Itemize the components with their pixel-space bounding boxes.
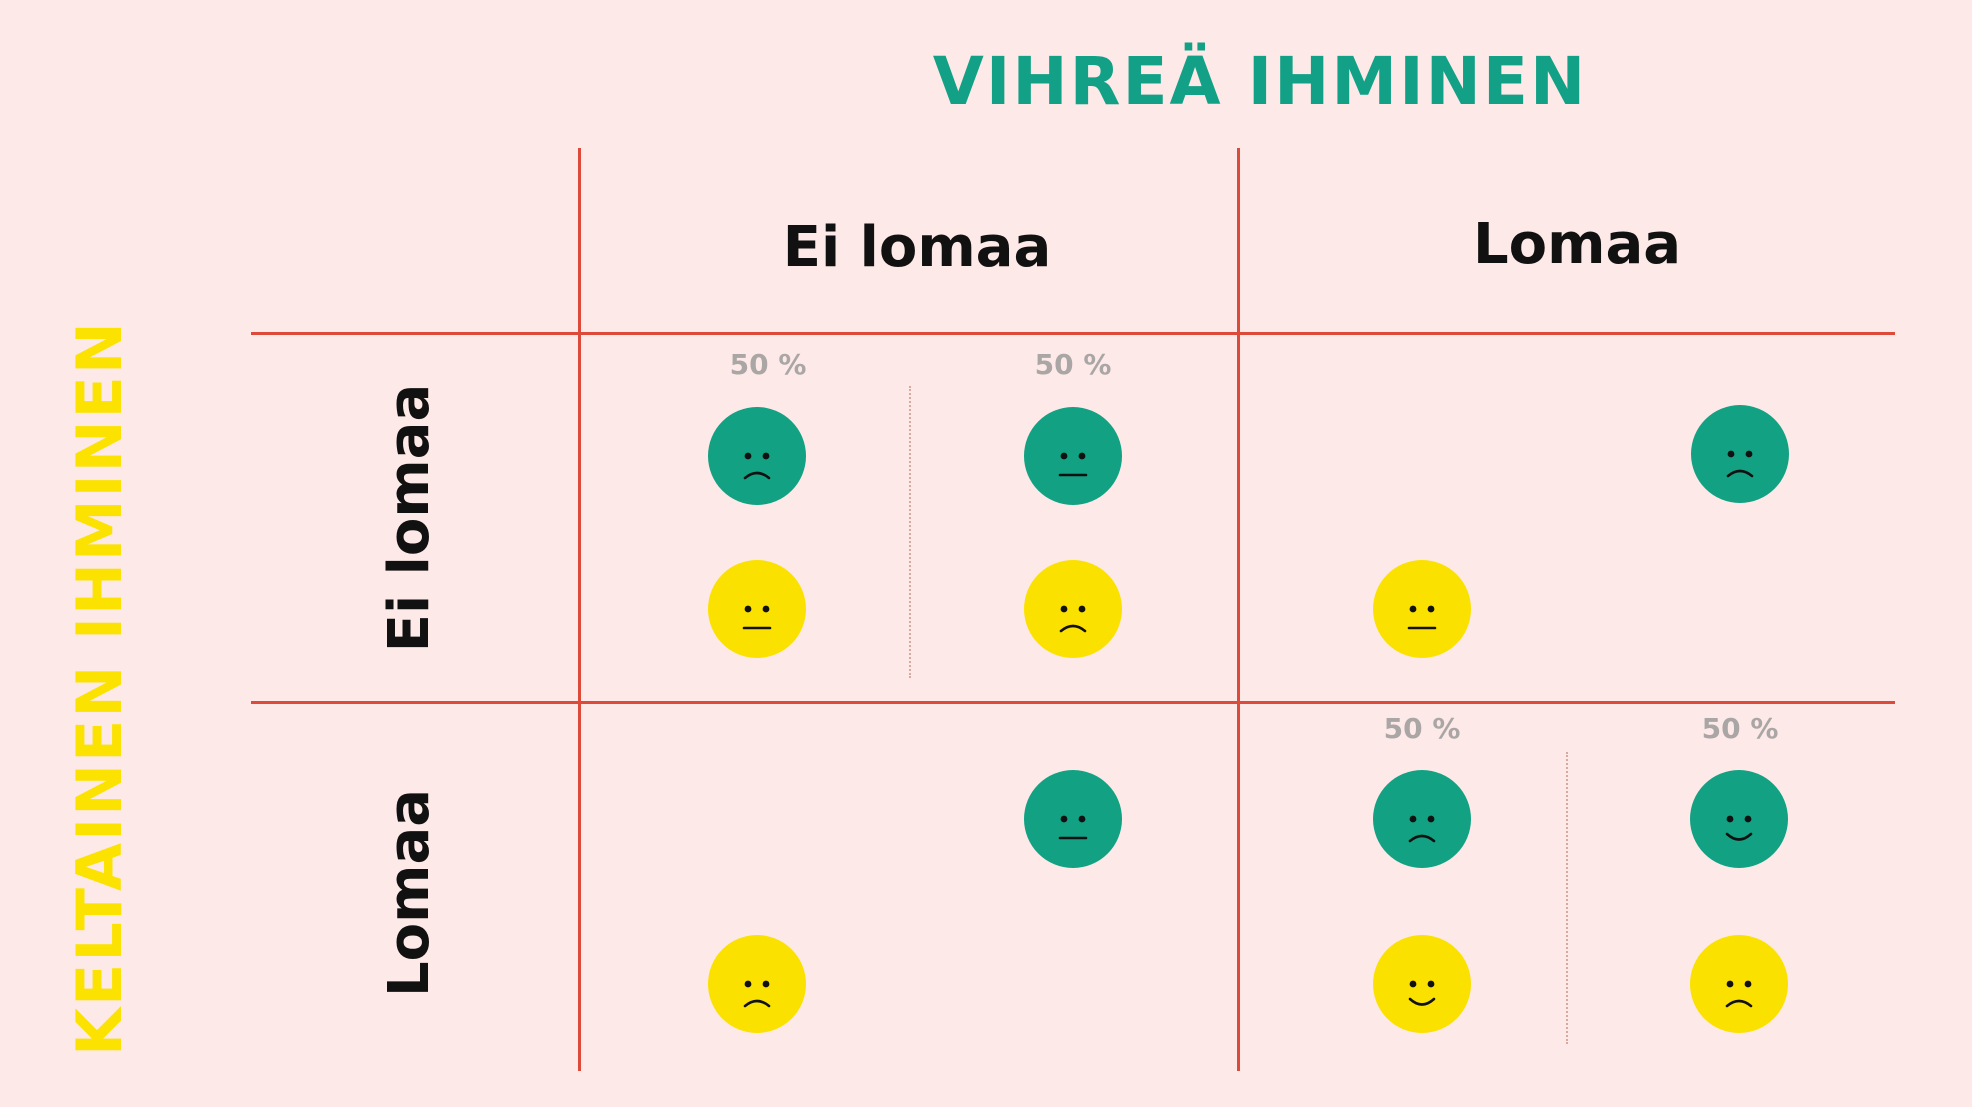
green-face-neutral [1024, 407, 1122, 505]
green-face-neutral [1024, 770, 1122, 868]
yellow-face-neutral [1373, 560, 1471, 658]
green-face-sad [1691, 405, 1789, 503]
green-face-happy [1690, 770, 1788, 868]
face-icon-neutral [1058, 452, 1088, 477]
face-icon-sad [743, 980, 771, 1008]
outcome-divider [909, 386, 911, 678]
yellow-face-neutral [708, 560, 806, 658]
green-face-sad [708, 407, 806, 505]
face-icon-sad [1408, 815, 1436, 843]
grid-line-middle-vertical [1237, 148, 1240, 1071]
grid-line-middle [251, 701, 1895, 704]
face-icon-sad [743, 452, 771, 480]
row-header-vacation: Lomaa [377, 788, 442, 998]
probability-label: 50 % [1034, 348, 1112, 381]
face-icon-sad [1059, 605, 1087, 633]
probability-label: 50 % [1383, 712, 1461, 745]
column-header-vacation: Lomaa [1472, 212, 1682, 277]
grid-line-top [251, 332, 1895, 335]
column-header-no-vacation: Ei lomaa [782, 215, 1052, 280]
yellow-face-happy [1373, 935, 1471, 1033]
yellow-face-sad [1024, 560, 1122, 658]
face-icon-neutral [1058, 815, 1088, 840]
grid-line-left [578, 148, 581, 1071]
row-header-no-vacation: Ei lomaa [377, 383, 442, 653]
outcome-divider [1566, 752, 1568, 1044]
face-icon-sad [1725, 980, 1753, 1008]
yellow-face-sad [708, 935, 806, 1033]
probability-label: 50 % [729, 348, 807, 381]
face-icon-sad [1726, 450, 1754, 478]
yellow-face-sad [1690, 935, 1788, 1033]
face-icon-neutral [1407, 605, 1437, 630]
face-icon-happy [1408, 980, 1436, 1006]
probability-label: 50 % [1701, 712, 1779, 745]
column-player-title: VIHREÄ IHMINEN [932, 43, 1588, 120]
face-icon-happy [1725, 815, 1753, 841]
green-face-sad [1373, 770, 1471, 868]
row-player-title: KELTAINEN IHMINEN [63, 320, 136, 1056]
face-icon-neutral [742, 605, 772, 630]
